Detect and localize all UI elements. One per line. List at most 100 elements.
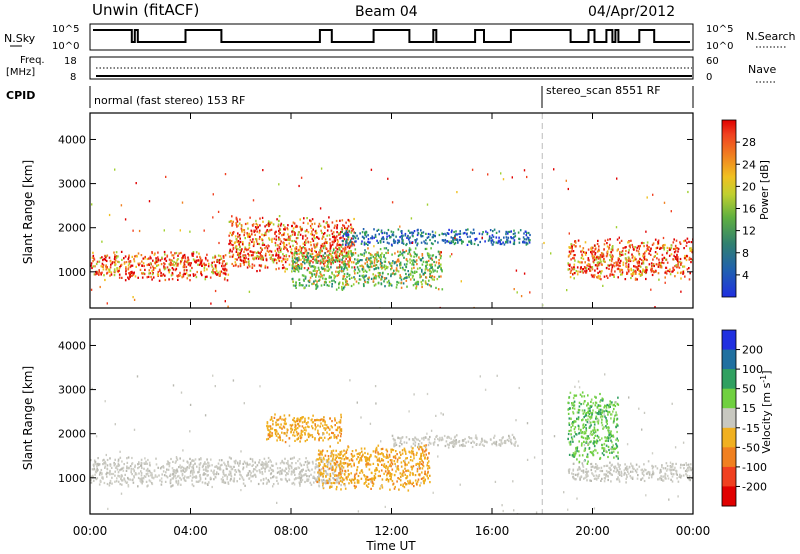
heatmap-cell: [334, 260, 337, 263]
heatmap-cell: [337, 426, 339, 429]
heatmap-cell: [421, 263, 424, 266]
heatmap-cell: [621, 273, 623, 276]
heatmap-cell: [100, 265, 103, 268]
heatmap-cell: [218, 241, 220, 245]
heatmap-cell: [340, 473, 342, 476]
heatmap-cell: [420, 259, 423, 262]
heatmap-cell: [121, 479, 124, 482]
heatmap-cell: [634, 278, 637, 281]
heatmap-cell: [366, 263, 369, 266]
heatmap-cell: [353, 462, 355, 465]
heatmap-cell: [389, 474, 391, 477]
heatmap-cell: [426, 263, 428, 266]
heatmap-cell: [606, 245, 609, 248]
heatmap-cell: [304, 241, 306, 244]
heatmap-cell: [282, 264, 284, 267]
heatmap-cell: [212, 193, 214, 196]
heatmap-cell: [155, 457, 157, 460]
heatmap-cell: [275, 230, 277, 233]
heatmap-cell: [352, 283, 355, 286]
heatmap-cell: [431, 230, 434, 233]
heatmap-cell: [284, 226, 286, 229]
heatmap-cell: [638, 245, 641, 248]
heatmap-cell: [319, 463, 321, 466]
heatmap-cell: [511, 176, 513, 179]
heatmap-cell: [407, 270, 409, 273]
heatmap-cell: [242, 255, 245, 258]
heatmap-cell: [290, 465, 293, 468]
heatmap-cell: [388, 279, 390, 282]
heatmap-cell: [302, 254, 304, 257]
heatmap-cell: [242, 462, 244, 465]
heatmap-cell: [422, 231, 425, 234]
heatmap-cell: [364, 275, 366, 278]
heatmap-cell: [240, 224, 243, 227]
heatmap-cell: [338, 272, 340, 275]
heatmap-cell: [405, 441, 408, 444]
heatmap-cell: [166, 255, 168, 258]
heatmap-cell: [419, 276, 421, 279]
heatmap-cell: [341, 230, 343, 234]
heatmap-cell: [122, 466, 125, 469]
heatmap-cell: [579, 270, 581, 273]
heatmap-cell: [174, 252, 176, 255]
heatmap-cell: [324, 465, 327, 468]
heatmap-cell: [670, 210, 672, 213]
heatmap-cell: [366, 265, 369, 268]
heatmap-cell: [514, 232, 516, 235]
heatmap-cell: [336, 235, 338, 238]
heatmap-cell: [368, 269, 371, 272]
heatmap-cell: [261, 238, 263, 241]
heatmap-cell: [195, 251, 198, 254]
y-tick-label: 2000: [58, 222, 86, 235]
heatmap-cell: [408, 276, 410, 279]
heatmap-cell: [96, 272, 98, 275]
heatmap-cell: [398, 488, 400, 491]
heatmap-cell: [350, 223, 352, 226]
heatmap-cell: [345, 231, 348, 234]
heatmap-cell: [297, 270, 300, 273]
heatmap-cell: [343, 249, 346, 252]
heatmap-cell: [303, 260, 305, 263]
heatmap-cell: [252, 463, 254, 467]
heatmap-cell: [203, 262, 205, 265]
heatmap-cell: [597, 276, 599, 279]
heatmap-cell: [311, 250, 313, 253]
heatmap-cell: [589, 269, 591, 272]
heatmap-cell: [270, 472, 273, 475]
heatmap-cell: [387, 456, 389, 459]
heatmap-cell: [351, 254, 353, 257]
heatmap-cell: [391, 253, 393, 256]
heatmap-cell: [470, 241, 473, 244]
heatmap-cell: [237, 248, 239, 251]
heatmap-cell: [379, 460, 381, 463]
heatmap-cell: [255, 475, 257, 478]
heatmap-cell: [106, 458, 109, 462]
heatmap-cell: [411, 267, 413, 270]
heatmap-cell: [409, 236, 411, 239]
heatmap-cell: [308, 248, 311, 251]
heatmap-cell: [399, 472, 402, 475]
heatmap-cell: [619, 264, 621, 267]
heatmap-cell: [299, 251, 302, 254]
heatmap-cell: [300, 432, 302, 435]
heatmap-cell: [377, 474, 380, 478]
heatmap-cell: [207, 462, 210, 465]
heatmap-cell: [98, 272, 100, 275]
heatmap-cell: [342, 240, 344, 243]
heatmap-cell: [339, 439, 341, 442]
heatmap-cell: [620, 254, 623, 257]
heatmap-cell: [306, 251, 308, 254]
heatmap-cell: [248, 260, 250, 263]
heatmap-cell: [365, 235, 368, 238]
heatmap-cell: [132, 273, 134, 277]
heatmap-cell: [128, 256, 130, 259]
heatmap-cell: [380, 283, 383, 286]
heatmap-cell: [310, 220, 312, 223]
heatmap-cell: [381, 484, 383, 487]
heatmap-cell: [157, 270, 160, 274]
heatmap-cell: [247, 235, 249, 238]
heatmap-cell: [91, 266, 93, 270]
heatmap-cell: [283, 426, 286, 429]
